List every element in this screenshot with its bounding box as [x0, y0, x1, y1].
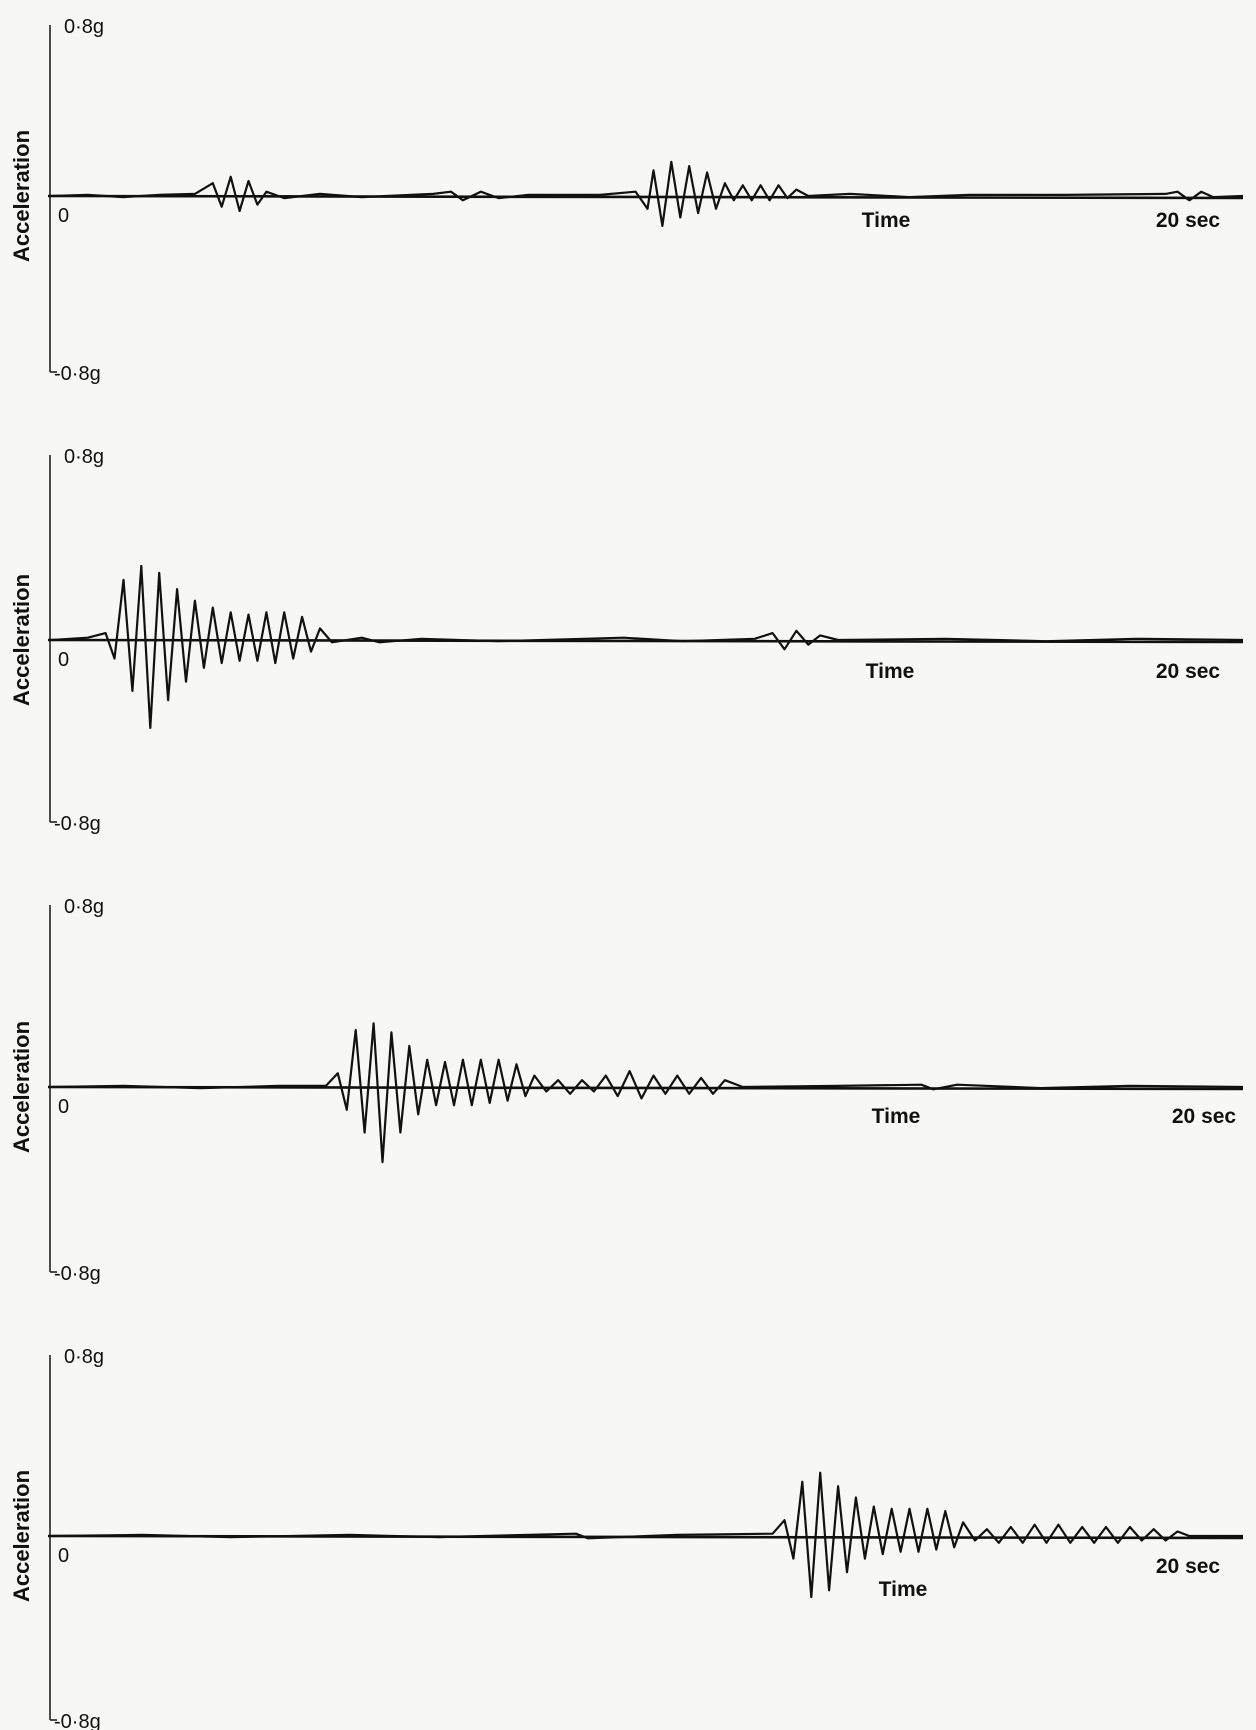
x-axis-label: Time	[879, 1578, 928, 1601]
x-axis	[47, 194, 1244, 200]
chart-panel-3: Acceleration 0·8g -0·8g 0 Time 20 sec	[9, 896, 1244, 1285]
y-axis-label: Acceleration	[9, 574, 34, 706]
chart-panel-4: Acceleration 0·8g -0·8g 0 Time 20 sec	[9, 1346, 1244, 1730]
y-min-label: -0·8g	[54, 813, 101, 835]
x-axis-label: Time	[866, 660, 915, 683]
chart-panel-1: Acceleration 0·8g -0·8g 0 Time 20 sec	[9, 16, 1244, 385]
y-min-label: -0·8g	[54, 1263, 101, 1285]
origin-label: 0	[58, 1096, 69, 1118]
x-end-label: 20 sec	[1156, 1555, 1221, 1578]
acceleration-trace	[51, 1471, 1243, 1599]
acceleration-trace	[51, 564, 1244, 729]
origin-label: 0	[58, 205, 69, 227]
y-max-label: 0·8g	[64, 896, 104, 918]
y-max-label: 0·8g	[64, 1346, 104, 1368]
x-end-label: 20 sec	[1156, 660, 1221, 683]
y-axis-label: Acceleration	[9, 130, 34, 262]
origin-label: 0	[58, 649, 69, 671]
origin-label: 0	[58, 1545, 69, 1567]
chart-panel-2: Acceleration 0·8g -0·8g 0 Time 20 sec	[9, 446, 1244, 835]
y-min-label: -0·8g	[54, 363, 101, 385]
y-axis-label: Acceleration	[9, 1021, 34, 1153]
y-axis-label: Acceleration	[9, 1470, 34, 1602]
x-end-label: 20 sec	[1172, 1105, 1237, 1128]
y-max-label: 0·8g	[64, 16, 104, 38]
y-max-label: 0·8g	[64, 446, 104, 468]
x-end-label: 20 sec	[1156, 209, 1221, 232]
acceleration-trace	[51, 160, 1244, 227]
acceleration-trace	[51, 1022, 1244, 1164]
y-min-label: -0·8g	[54, 1711, 101, 1730]
x-axis-label: Time	[872, 1105, 921, 1128]
x-axis-label: Time	[862, 209, 911, 232]
